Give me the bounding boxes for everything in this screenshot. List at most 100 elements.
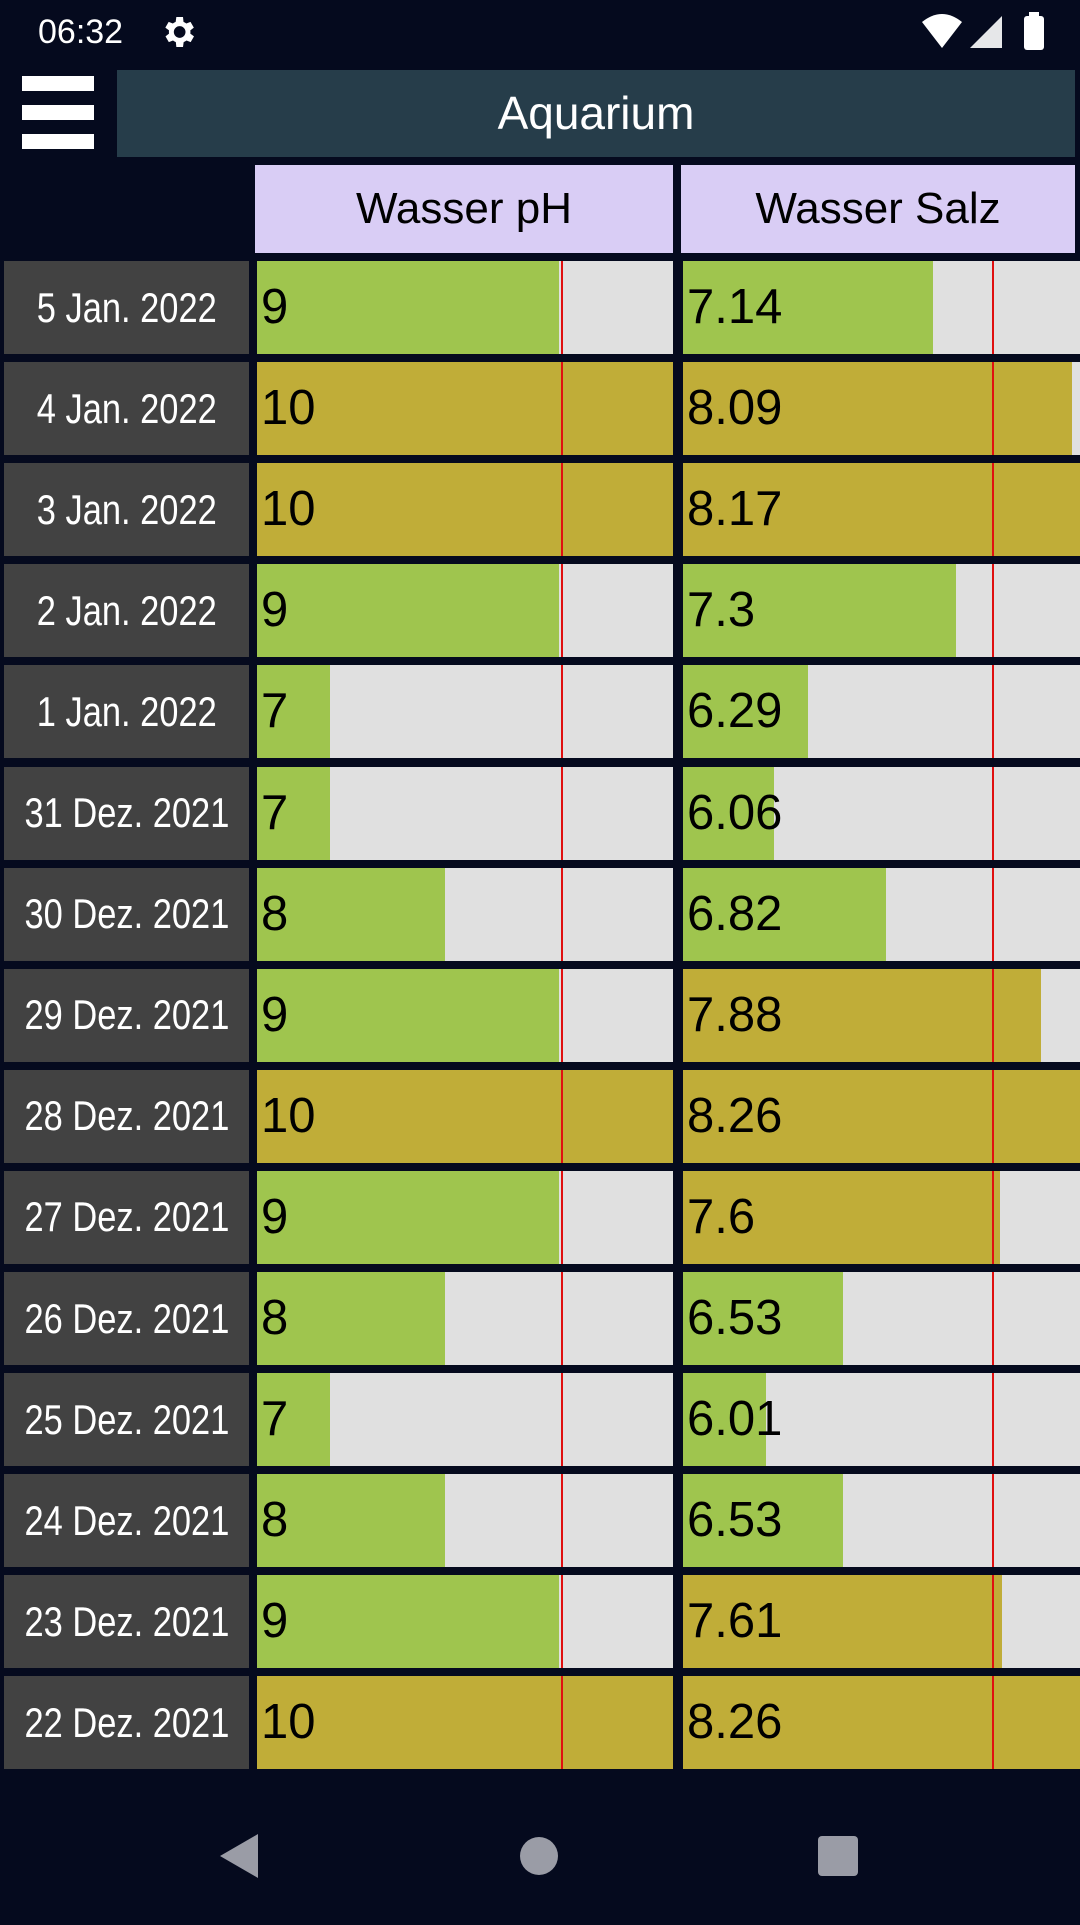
date-cell: 2 Jan. 2022 [4,564,249,658]
home-button[interactable] [520,1837,558,1875]
value-bar [257,1272,445,1365]
date-cell: 1 Jan. 2022 [4,665,249,759]
value-cell: 9 [257,1575,673,1669]
value-label: 9 [261,1594,289,1649]
date-label: 1 Jan. 2022 [36,687,217,735]
value-label: 9 [261,583,289,638]
settings-icon [165,17,194,47]
date-label: 3 Jan. 2022 [36,485,217,533]
value-cell: 10 [257,362,673,456]
value-bar [683,362,1073,456]
reference-line [992,1272,994,1365]
value-cell: 10 [257,463,673,557]
value-cell: 7 [257,1373,673,1467]
reference-line [992,867,994,961]
date-cell: 4 Jan. 2022 [4,362,249,456]
value-label: 6.01 [687,1392,783,1447]
value-bar [257,665,330,759]
value-bar [683,261,933,354]
column-header: Wasser pH [255,165,673,253]
value-bar [257,261,559,354]
date-cell: 5 Jan. 2022 [4,261,249,354]
value-label: 8 [261,1291,289,1345]
reference-line [561,1170,563,1264]
date-label: 25 Dez. 2021 [24,1395,229,1443]
value-cell: 8.26 [683,1069,1080,1163]
value-cell: 6.82 [683,867,1080,961]
value-bar [683,665,808,759]
recents-button[interactable] [818,1836,858,1876]
value-label: 6.53 [687,1291,783,1345]
value-label: 6.53 [687,1493,783,1548]
value-label: 6.82 [687,886,783,941]
value-cell: 7.6 [683,1170,1080,1264]
value-bar [257,1373,330,1467]
value-cell: 7.61 [683,1575,1080,1669]
value-bar [257,766,330,860]
value-bar [683,1575,1002,1669]
menu-button[interactable] [22,76,94,149]
value-bar [257,968,559,1062]
value-cell: 9 [257,968,673,1062]
reference-line [992,1170,994,1264]
value-label: 7 [261,1392,289,1447]
value-cell: 7.88 [683,968,1080,1062]
value-cell: 9 [257,1170,673,1264]
status-time: 06:32 [38,13,124,51]
date-cell: 27 Dez. 2021 [4,1170,249,1264]
value-label: 8.17 [687,482,783,537]
value-bar [683,1170,1001,1264]
value-cell: 8 [257,867,673,961]
value-label: 7.14 [687,280,783,334]
value-label: 8 [261,886,289,941]
reference-line [561,261,563,354]
value-bar [683,463,1080,557]
value-cell: 8.09 [683,362,1080,456]
value-label: 8.26 [687,1088,783,1143]
value-cell: 7 [257,665,673,759]
nav-buttons [220,1834,858,1878]
value-bar [683,1676,1080,1770]
date-label: 27 Dez. 2021 [24,1193,229,1241]
value-bar [257,1069,673,1163]
date-cell: 24 Dez. 2021 [4,1474,249,1568]
date-label: 30 Dez. 2021 [24,890,229,938]
reference-line [561,766,563,860]
value-label: 9 [261,280,289,334]
value-bar [257,1474,445,1568]
value-cell: 6.01 [683,1373,1080,1467]
value-label: 8 [261,1493,289,1548]
value-cell: 6.06 [683,766,1080,860]
column-header: Wasser Salz [681,165,1075,253]
reference-line [992,463,994,557]
date-label: 26 Dez. 2021 [24,1294,229,1342]
value-bar [257,1575,559,1669]
date-label: 29 Dez. 2021 [24,991,229,1039]
value-label: 10 [261,1695,316,1750]
value-bar [683,1272,843,1365]
reference-line [561,1373,563,1467]
date-label: 2 Jan. 2022 [36,586,217,634]
date-label: 31 Dez. 2021 [24,789,229,836]
value-bar [683,1474,843,1568]
reference-line [561,564,563,658]
value-cell: 7.14 [683,261,1080,354]
date-label: 5 Jan. 2022 [36,283,217,331]
reference-line [992,1676,994,1770]
reference-line [561,867,563,961]
value-bar [257,463,673,557]
reference-line [992,564,994,658]
back-button[interactable] [220,1834,258,1878]
date-cell: 23 Dez. 2021 [4,1575,249,1669]
date-cell: 30 Dez. 2021 [4,867,249,961]
date-label: 22 Dez. 2021 [24,1698,229,1746]
value-cell: 8 [257,1272,673,1365]
reference-line [561,1474,563,1568]
value-cell: 6.29 [683,665,1080,759]
reference-line [992,1069,994,1163]
value-label: 9 [261,1189,289,1244]
reference-line [561,968,563,1062]
date-cell: 22 Dez. 2021 [4,1676,249,1770]
date-cell: 31 Dez. 2021 [4,766,249,860]
